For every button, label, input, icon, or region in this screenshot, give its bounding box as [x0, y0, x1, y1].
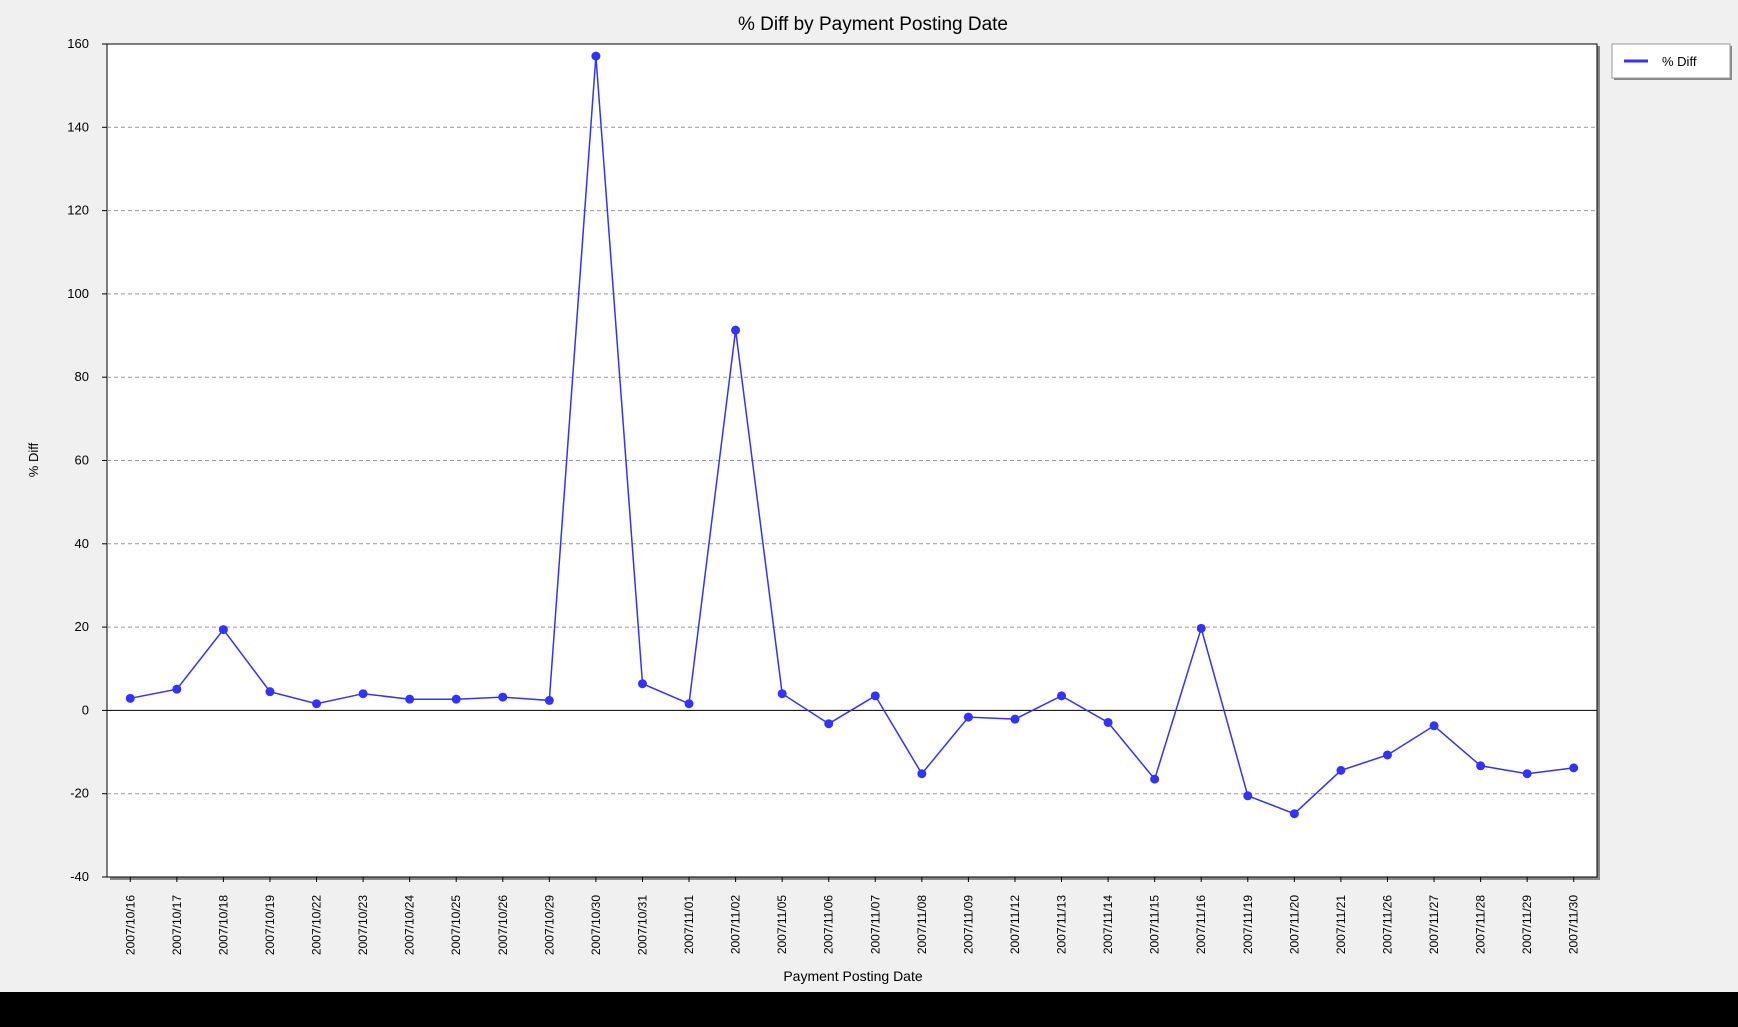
y-tick-label: -40: [70, 869, 89, 884]
x-tick-label: 2007/11/05: [775, 895, 789, 954]
x-tick-label: 2007/11/06: [822, 895, 836, 954]
data-point: [312, 699, 322, 709]
y-tick-label: 60: [75, 453, 89, 468]
data-point: [544, 695, 554, 705]
data-point: [1382, 750, 1392, 760]
y-tick-label: 0: [82, 702, 89, 717]
data-point: [498, 692, 508, 702]
x-tick-label: 2007/11/12: [1008, 895, 1022, 954]
x-tick-label: 2007/11/28: [1474, 895, 1488, 954]
x-tick-label: 2007/10/31: [635, 895, 649, 955]
x-tick-label: 2007/11/16: [1194, 895, 1208, 954]
y-tick-label: -20: [70, 786, 89, 801]
data-point: [637, 679, 647, 689]
data-point: [1336, 765, 1346, 775]
y-tick-label: 40: [75, 536, 89, 551]
data-point: [963, 712, 973, 722]
y-tick-label: 120: [67, 203, 89, 218]
x-tick-label: 2007/11/09: [961, 895, 975, 954]
x-tick-label: 2007/11/14: [1101, 895, 1115, 954]
x-tick-label: 2007/10/30: [589, 895, 603, 955]
x-tick-label: 2007/11/29: [1520, 895, 1534, 954]
data-point: [1010, 714, 1020, 724]
data-point: [265, 687, 275, 697]
data-point: [1569, 763, 1579, 773]
data-point: [1522, 769, 1532, 779]
x-tick-label: 2007/10/22: [310, 895, 324, 955]
data-point: [172, 684, 182, 694]
legend-label: % Diff: [1662, 54, 1697, 69]
y-tick-label: 160: [67, 36, 89, 51]
x-tick-label: 2007/10/18: [216, 895, 230, 955]
x-tick-label: 2007/11/07: [868, 895, 882, 954]
x-tick-label: 2007/10/29: [542, 895, 556, 955]
data-point: [684, 699, 694, 709]
data-point: [870, 691, 880, 701]
data-point: [125, 693, 135, 703]
y-tick-label: 100: [67, 286, 89, 301]
y-tick-label: 20: [75, 619, 89, 634]
x-tick-label: 2007/11/30: [1567, 895, 1581, 954]
data-point: [917, 769, 927, 779]
x-tick-label: 2007/11/26: [1380, 895, 1394, 954]
series-line: [130, 56, 1574, 815]
data-point: [824, 719, 834, 729]
x-tick-label: 2007/11/20: [1287, 895, 1301, 954]
data-point: [1289, 809, 1299, 819]
x-tick-label: 2007/10/25: [449, 895, 463, 955]
x-tick-label: 2007/10/26: [496, 895, 510, 955]
data-point: [777, 689, 787, 699]
x-tick-label: 2007/11/15: [1148, 895, 1162, 954]
data-point: [1057, 691, 1067, 701]
data-point: [405, 694, 415, 704]
x-tick-label: 2007/10/17: [170, 895, 184, 955]
data-point: [591, 51, 601, 61]
bottom-bar: [6, 992, 1738, 1022]
x-tick-label: 2007/10/24: [403, 895, 417, 955]
data-point: [1150, 774, 1160, 784]
x-tick-label: 2007/11/19: [1241, 895, 1255, 954]
data-point: [358, 689, 368, 699]
y-tick-label: 80: [75, 369, 89, 384]
data-point: [1476, 761, 1486, 771]
x-tick-label: 2007/10/19: [263, 895, 277, 955]
x-tick-label: 2007/11/13: [1055, 895, 1069, 954]
x-tick-label: 2007/11/02: [729, 895, 743, 954]
data-point: [451, 694, 461, 704]
y-tick-label: 140: [67, 119, 89, 134]
x-tick-label: 2007/10/16: [123, 895, 137, 955]
data-point: [218, 625, 228, 635]
x-tick-label: 2007/11/01: [682, 895, 696, 954]
data-point: [731, 325, 741, 335]
data-point: [1103, 717, 1113, 727]
x-tick-label: 2007/11/08: [915, 895, 929, 954]
data-point: [1429, 721, 1439, 731]
data-point: [1243, 791, 1253, 801]
data-point: [1196, 623, 1206, 633]
x-tick-label: 2007/11/21: [1334, 895, 1348, 954]
x-tick-label: 2007/11/27: [1427, 895, 1441, 954]
y-axis-label: % Diff: [26, 442, 41, 477]
chart-title: % Diff by Payment Posting Date: [738, 14, 1008, 35]
x-axis-label: Payment Posting Date: [783, 968, 923, 984]
x-tick-label: 2007/10/23: [356, 895, 370, 955]
